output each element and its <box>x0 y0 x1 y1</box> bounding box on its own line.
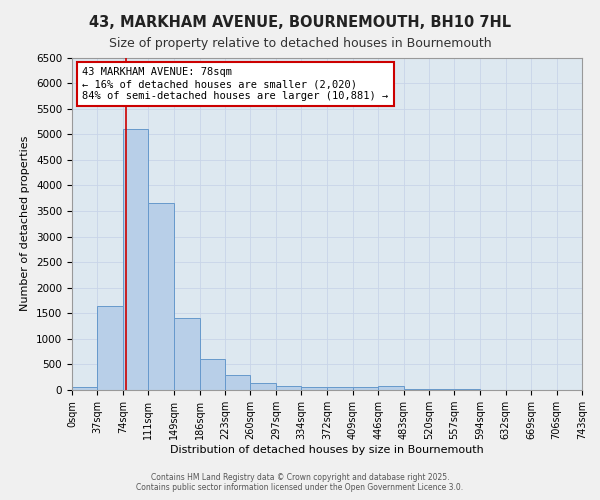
Bar <box>174 318 200 390</box>
Bar <box>353 388 378 390</box>
Text: Contains HM Land Registry data © Crown copyright and database right 2025.
Contai: Contains HM Land Registry data © Crown c… <box>136 473 464 492</box>
Bar <box>225 374 250 390</box>
Text: Size of property relative to detached houses in Bournemouth: Size of property relative to detached ho… <box>109 38 491 51</box>
Bar <box>148 204 173 390</box>
Bar <box>328 388 353 390</box>
Bar <box>200 360 225 390</box>
Bar <box>404 389 429 390</box>
Text: 43, MARKHAM AVENUE, BOURNEMOUTH, BH10 7HL: 43, MARKHAM AVENUE, BOURNEMOUTH, BH10 7H… <box>89 15 511 30</box>
Text: 43 MARKHAM AVENUE: 78sqm
← 16% of detached houses are smaller (2,020)
84% of sem: 43 MARKHAM AVENUE: 78sqm ← 16% of detach… <box>82 68 388 100</box>
Bar <box>72 388 97 390</box>
Bar <box>250 383 276 390</box>
Bar <box>123 129 148 390</box>
Y-axis label: Number of detached properties: Number of detached properties <box>20 136 31 312</box>
Bar <box>276 386 301 390</box>
Bar <box>97 306 123 390</box>
X-axis label: Distribution of detached houses by size in Bournemouth: Distribution of detached houses by size … <box>170 445 484 455</box>
Bar <box>429 389 454 390</box>
Bar <box>301 387 326 390</box>
Bar <box>378 386 404 390</box>
